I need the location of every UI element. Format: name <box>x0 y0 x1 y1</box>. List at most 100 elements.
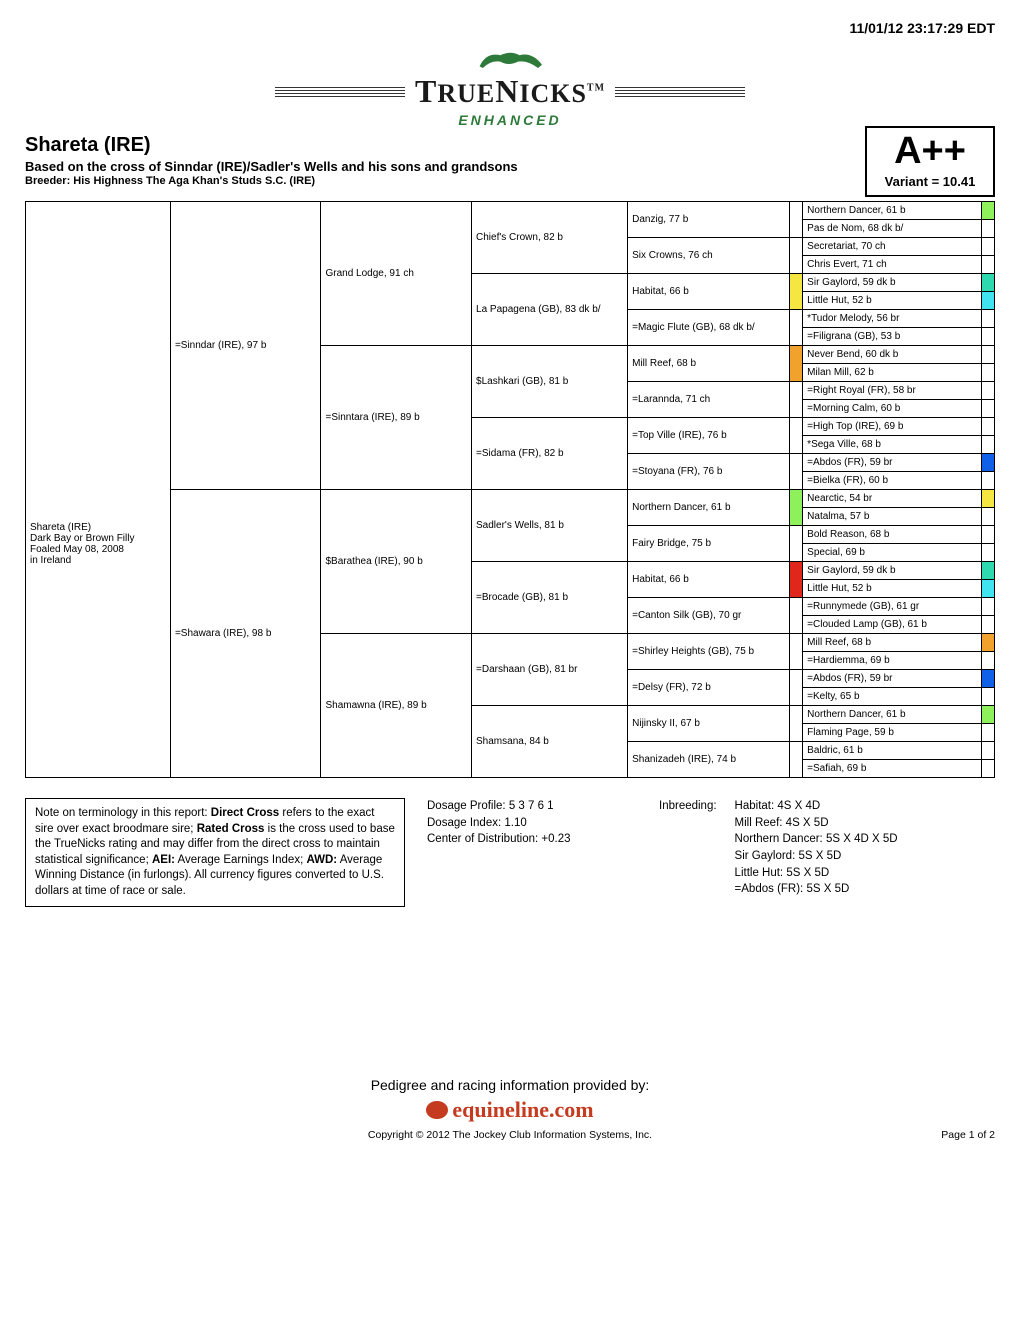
gen4-color <box>789 418 802 454</box>
gen5-color <box>981 616 994 634</box>
gen5-cell: Natalma, 57 b <box>803 508 981 526</box>
gen4-color <box>789 526 802 562</box>
gen4-cell: =Magic Flute (GB), 68 dk b/ <box>628 310 790 346</box>
gen5-cell: Sir Gaylord, 59 dk b <box>803 562 981 580</box>
gen5-color <box>981 670 994 688</box>
gen5-color <box>981 706 994 724</box>
gen4-color <box>789 742 802 778</box>
rule-right <box>615 87 745 97</box>
gen5-cell: =Morning Calm, 60 b <box>803 400 981 418</box>
logo-wordmark: TRUENICKSTM <box>415 73 605 110</box>
logo-horse-icon <box>25 44 995 73</box>
inbreeding-item: Northern Dancer: 5S X 4D X 5D <box>735 831 898 848</box>
gen5-cell: Milan Mill, 62 b <box>803 364 981 382</box>
dosage-index: Dosage Index: 1.10 <box>427 815 637 832</box>
gen4-cell: Habitat, 66 b <box>628 274 790 310</box>
gen4-cell: Habitat, 66 b <box>628 562 790 598</box>
grade: A++ <box>879 132 981 170</box>
gen4-color <box>789 490 802 526</box>
gen5-cell: =High Top (IRE), 69 b <box>803 418 981 436</box>
gen4-color <box>789 634 802 670</box>
gen5-color <box>981 742 994 760</box>
inbreeding-item: Sir Gaylord: 5S X 5D <box>735 848 898 865</box>
gen5-cell: =Abdos (FR), 59 br <box>803 670 981 688</box>
gen3-cell: =Sidama (FR), 82 b <box>472 418 628 490</box>
gen5-cell: Pas de Nom, 68 dk b/ <box>803 220 981 238</box>
equineline-logo: equineline.com <box>426 1097 593 1123</box>
gen4-cell: Fairy Bridge, 75 b <box>628 526 790 562</box>
gen5-color <box>981 292 994 310</box>
dosage-column: Dosage Profile: 5 3 7 6 1 Dosage Index: … <box>427 798 637 848</box>
gen5-cell: =Kelty, 65 b <box>803 688 981 706</box>
gen5-cell: Northern Dancer, 61 b <box>803 706 981 724</box>
gen5-cell: =Bielka (FR), 60 b <box>803 472 981 490</box>
gen4-cell: Six Crowns, 76 ch <box>628 238 790 274</box>
gen4-color <box>789 202 802 238</box>
gen4-color <box>789 598 802 634</box>
breeder: Breeder: His Highness The Aga Khan's Stu… <box>25 175 995 187</box>
gen4-cell: =Larannda, 71 ch <box>628 382 790 418</box>
gen5-color <box>981 238 994 256</box>
gen3-cell: =Brocade (GB), 81 b <box>472 562 628 634</box>
gen4-cell: =Shirley Heights (GB), 75 b <box>628 634 790 670</box>
gen5-cell: *Sega Ville, 68 b <box>803 436 981 454</box>
gen5-color <box>981 256 994 274</box>
gen5-cell: =Filigrana (GB), 53 b <box>803 328 981 346</box>
gen5-color <box>981 310 994 328</box>
gen5-color <box>981 364 994 382</box>
gen2-cell: =Sinntara (IRE), 89 b <box>321 346 472 490</box>
inbreeding-item: Little Hut: 5S X 5D <box>735 865 898 882</box>
gen5-color <box>981 508 994 526</box>
gen5-cell: Baldric, 61 b <box>803 742 981 760</box>
gen5-cell: =Clouded Lamp (GB), 61 b <box>803 616 981 634</box>
gen5-cell: Nearctic, 54 br <box>803 490 981 508</box>
gen1-cell: =Sinndar (IRE), 97 b <box>170 202 321 490</box>
inbreeding-item: Habitat: 4S X 4D <box>735 798 898 815</box>
gen5-cell: Northern Dancer, 61 b <box>803 202 981 220</box>
gen5-color <box>981 634 994 652</box>
gen5-cell: =Runnymede (GB), 61 gr <box>803 598 981 616</box>
inbreeding-item: Mill Reef: 4S X 5D <box>735 815 898 832</box>
gen5-color <box>981 202 994 220</box>
gen4-color <box>789 454 802 490</box>
notes-row: Note on terminology in this report: Dire… <box>25 798 995 907</box>
gen4-cell: =Delsy (FR), 72 b <box>628 670 790 706</box>
page-number: Page 1 of 2 <box>941 1129 995 1141</box>
gen4-cell: =Stoyana (FR), 76 b <box>628 454 790 490</box>
gen5-color <box>981 274 994 292</box>
gen5-cell: Secretariat, 70 ch <box>803 238 981 256</box>
gen4-cell: Northern Dancer, 61 b <box>628 490 790 526</box>
gen5-color <box>981 562 994 580</box>
gen5-cell: Little Hut, 52 b <box>803 292 981 310</box>
gen4-color <box>789 382 802 418</box>
gen5-color <box>981 400 994 418</box>
gen5-cell: Little Hut, 52 b <box>803 580 981 598</box>
gen5-color <box>981 472 994 490</box>
gen5-color <box>981 544 994 562</box>
gen5-color <box>981 346 994 364</box>
gen5-cell: Mill Reef, 68 b <box>803 634 981 652</box>
gen2-cell: $Barathea (IRE), 90 b <box>321 490 472 634</box>
globe-icon <box>426 1101 448 1119</box>
timestamp: 11/01/12 23:17:29 EDT <box>25 20 995 36</box>
gen5-cell: *Tudor Melody, 56 br <box>803 310 981 328</box>
equineline-text: equineline.com <box>452 1097 593 1123</box>
gen5-color <box>981 724 994 742</box>
footer: Pedigree and racing information provided… <box>25 1077 995 1141</box>
gen5-color <box>981 526 994 544</box>
gen5-color <box>981 436 994 454</box>
gen5-cell: Bold Reason, 68 b <box>803 526 981 544</box>
inbreeding-item: =Abdos (FR): 5S X 5D <box>735 881 898 898</box>
gen4-color <box>789 562 802 598</box>
gen5-cell: =Abdos (FR), 59 br <box>803 454 981 472</box>
gen4-color <box>789 670 802 706</box>
gen1-cell: =Shawara (IRE), 98 b <box>170 490 321 778</box>
gen4-cell: =Top Ville (IRE), 76 b <box>628 418 790 454</box>
subject-cell: Shareta (IRE)Dark Bay or Brown FillyFoal… <box>26 202 171 778</box>
dosage-center: Center of Distribution: +0.23 <box>427 831 637 848</box>
gen5-cell: Chris Evert, 71 ch <box>803 256 981 274</box>
gen5-color <box>981 418 994 436</box>
gen3-cell: Sadler's Wells, 81 b <box>472 490 628 562</box>
header-block: Shareta (IRE) Based on the cross of Sinn… <box>25 134 995 187</box>
inbreeding-column: Inbreeding: Habitat: 4S X 4DMill Reef: 4… <box>659 798 898 898</box>
